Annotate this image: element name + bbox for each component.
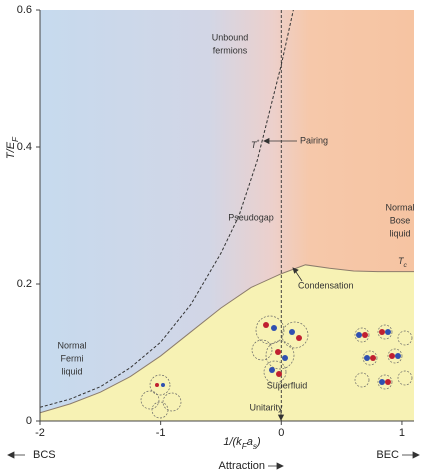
particles	[155, 322, 401, 387]
annotation: Normal	[57, 340, 86, 350]
annotation: liquid	[389, 228, 410, 238]
x-axis-label-part: )	[255, 436, 261, 448]
superfluid-region	[40, 264, 414, 421]
annotation: Superfluid	[267, 380, 308, 390]
y-axis-label-part: T/E	[5, 141, 17, 159]
y-tick-label: 0.6	[17, 4, 32, 16]
curve-label-part: T	[251, 140, 258, 150]
curve	[40, 264, 414, 414]
x-axis-label: 1/(kFas)	[223, 436, 261, 451]
x-tick-label: 0	[278, 427, 284, 439]
attraction-label: Attraction	[219, 460, 265, 472]
x-axis-label-part: F	[242, 442, 248, 451]
y-axis-label: T/EF	[5, 136, 20, 159]
annotation: Unitarity	[249, 402, 283, 412]
annotation: liquid	[61, 366, 82, 376]
y-tick-label: 0.2	[17, 278, 32, 290]
x-axis-label-part: s	[253, 442, 257, 451]
bec-label: BEC	[376, 449, 399, 461]
x-tick-label: 1	[399, 427, 405, 439]
arrows	[7, 137, 420, 470]
y-tick-label: 0	[26, 415, 32, 427]
x-axis-label-part: 1/(k	[223, 436, 242, 448]
annotation: Normal	[385, 202, 414, 212]
curve-label-part: T	[398, 256, 405, 266]
x-tick-label: -1	[156, 427, 166, 439]
x-axis-label-part: a	[247, 436, 253, 448]
curve-label: T*	[251, 139, 260, 150]
plot-area	[40, 10, 414, 421]
annotation: Unbound	[212, 32, 249, 42]
annotation: Condensation	[298, 280, 354, 290]
annotation: Fermi	[61, 353, 84, 363]
curve-label-part: c	[404, 262, 408, 269]
annotation: Bose	[390, 215, 411, 225]
y-tick-label: 0.4	[17, 141, 32, 153]
x-tick-label: -2	[35, 427, 45, 439]
curve-label: Tc	[398, 256, 408, 269]
curve-label-part: *	[257, 139, 260, 146]
annotation: Pseudogap	[228, 212, 274, 222]
curve	[40, 10, 294, 408]
annotation: Pairing	[300, 135, 328, 145]
bcs-label: BCS	[33, 449, 56, 461]
illustrations	[140, 315, 413, 419]
annotation: fermions	[213, 45, 248, 55]
y-axis-label-part: F	[11, 136, 20, 142]
